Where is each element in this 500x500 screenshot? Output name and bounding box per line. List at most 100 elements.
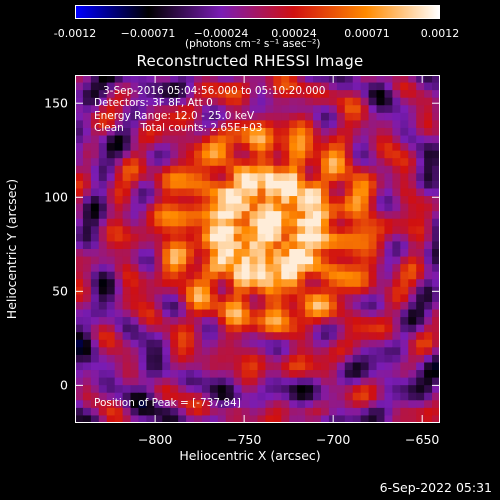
- heatmap-cell: [424, 286, 433, 295]
- heatmap-cell: [233, 165, 243, 174]
- heatmap-cell: [82, 75, 92, 84]
- heatmap-cell: [289, 75, 298, 84]
- heatmap-cell: [265, 309, 274, 318]
- heatmap-cell: [281, 370, 290, 379]
- heatmap-cell: [265, 385, 274, 394]
- heatmap-cell: [98, 188, 108, 197]
- heatmap-cell: [305, 385, 314, 394]
- heatmap-cell: [162, 173, 171, 182]
- heatmap-cell: [416, 377, 425, 386]
- heatmap-cell: [320, 377, 330, 386]
- heatmap-cell: [281, 286, 290, 295]
- heatmap-cell: [138, 309, 148, 318]
- heatmap-cell: [106, 112, 116, 121]
- heatmap-cell: [384, 264, 393, 273]
- heatmap-cell: [313, 203, 322, 212]
- heatmap-cell: [249, 75, 259, 84]
- colorbar-tick-label: 0.00024: [271, 27, 317, 40]
- heatmap-cell: [328, 211, 338, 220]
- heatmap-cell: [424, 203, 433, 212]
- heatmap-cell: [376, 75, 386, 84]
- heatmap-cell: [90, 301, 100, 311]
- heatmap-cell: [257, 241, 267, 250]
- heatmap-cell: [75, 233, 84, 243]
- heatmap-cell: [249, 105, 259, 114]
- heatmap-cell: [201, 82, 211, 91]
- heatmap-cell: [384, 362, 393, 371]
- heatmap-cell: [265, 271, 274, 280]
- heatmap-cell: [225, 241, 235, 250]
- heatmap-cell: [360, 82, 370, 91]
- heatmap-cell: [344, 385, 354, 394]
- heatmap-cell: [368, 143, 378, 152]
- heatmap-cell: [170, 400, 179, 409]
- heatmap-cell: [106, 362, 116, 371]
- heatmap-cell: [106, 324, 116, 333]
- heatmap-cell: [75, 165, 84, 174]
- heatmap-cell: [82, 339, 92, 348]
- heatmap-cell: [170, 112, 179, 121]
- heatmap-cell: [138, 203, 148, 212]
- heatmap-cell: [424, 233, 433, 243]
- heatmap-cell: [138, 339, 148, 348]
- heatmap-cell: [201, 158, 211, 167]
- heatmap-cell: [194, 347, 203, 356]
- heatmap-cell: [376, 233, 386, 243]
- heatmap-cell: [98, 309, 108, 318]
- heatmap-cell: [170, 127, 179, 137]
- heatmap-cell: [360, 332, 370, 341]
- heatmap-cell: [82, 400, 92, 409]
- heatmap-cell: [416, 180, 425, 190]
- heatmap-cell: [265, 180, 274, 190]
- heatmap-cell: [257, 158, 267, 167]
- heatmap-cell: [384, 90, 393, 99]
- heatmap-cell: [98, 75, 108, 84]
- heatmap-cell: [297, 324, 306, 333]
- heatmap-cell: [432, 332, 440, 341]
- heatmap-cell: [400, 211, 409, 220]
- heatmap-cell: [400, 226, 409, 235]
- heatmap-cell: [154, 370, 163, 379]
- heatmap-cell: [305, 324, 314, 333]
- heatmap-cell: [154, 256, 163, 265]
- heatmap-cell: [289, 339, 298, 348]
- heatmap-cell: [305, 165, 314, 174]
- heatmap-cell: [154, 75, 163, 84]
- heatmap-cell: [154, 415, 163, 423]
- heatmap-cell: [114, 90, 124, 99]
- heatmap-cell: [209, 370, 219, 379]
- heatmap-cell: [233, 226, 243, 235]
- heatmap-cell: [384, 188, 393, 197]
- heatmap-cell: [305, 112, 314, 121]
- heatmap-cell: [98, 203, 108, 212]
- heatmap-cell: [360, 354, 370, 364]
- heatmap-cell: [90, 196, 100, 205]
- heatmap-cell: [320, 407, 330, 417]
- heatmap-cell: [273, 112, 282, 121]
- heatmap-cell: [194, 400, 203, 409]
- heatmap-cell: [106, 158, 116, 167]
- heatmap-cell: [289, 173, 298, 182]
- heatmap-cell: [217, 286, 227, 295]
- heatmap-cell: [257, 301, 267, 311]
- heatmap-cell: [384, 165, 393, 174]
- heatmap-cell: [400, 105, 409, 114]
- heatmap-cell: [432, 188, 440, 197]
- heatmap-cell: [273, 354, 282, 364]
- heatmap-cell: [186, 203, 195, 212]
- heatmap-cell: [75, 415, 84, 423]
- heatmap-cell: [217, 294, 227, 303]
- heatmap-cell: [368, 82, 378, 91]
- heatmap-cell: [424, 112, 433, 121]
- heatmap-cell: [416, 370, 425, 379]
- heatmap-cell: [344, 82, 354, 91]
- heatmap-cell: [384, 218, 393, 227]
- heatmap-cell: [114, 279, 124, 288]
- heatmap-cell: [368, 233, 378, 243]
- heatmap-cell: [154, 407, 163, 417]
- heatmap-cell: [178, 385, 187, 394]
- heatmap-cell: [424, 82, 433, 91]
- heatmap-cell: [146, 294, 155, 303]
- heatmap-cell: [75, 188, 84, 197]
- heatmap-cell: [241, 105, 251, 114]
